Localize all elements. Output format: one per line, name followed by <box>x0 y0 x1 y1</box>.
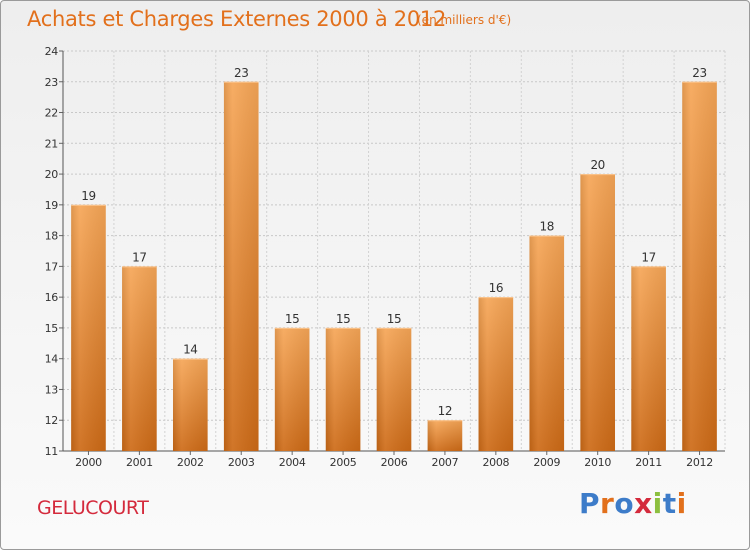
bar-value-label: 17 <box>641 250 655 264</box>
y-tick-label: 24 <box>45 45 59 58</box>
bar-value-label: 17 <box>132 250 146 264</box>
x-tick-label: 2009 <box>533 456 560 469</box>
x-tick-label: 2010 <box>584 456 611 469</box>
x-tick-label: 2004 <box>279 456 306 469</box>
bar-value-label: 14 <box>183 343 197 357</box>
bar-shade <box>223 81 259 452</box>
brand-letter: t <box>662 487 677 520</box>
bar-shade <box>172 358 208 451</box>
y-tick-label: 18 <box>45 230 59 243</box>
y-tick-label: 14 <box>45 353 59 366</box>
bars <box>71 81 717 452</box>
chart-unit: (en milliers d'€) <box>417 13 512 27</box>
bar-shade <box>122 266 157 451</box>
y-tick-label: 21 <box>45 137 58 150</box>
bar-value-label: 12 <box>438 404 452 418</box>
brand-letter: r <box>600 487 615 520</box>
x-tick-label: 2008 <box>482 456 509 469</box>
bar-shade <box>478 297 514 451</box>
data-labels: 19 17 14 23 15 15 15 12 16 18 20 17 23 <box>81 66 707 418</box>
bar-value-label: 15 <box>285 312 299 326</box>
brand-letter: x <box>634 487 653 520</box>
proxiti-logo: Proxiti <box>579 487 687 520</box>
x-tick-label: 2003 <box>228 456 255 469</box>
y-tick-label: 12 <box>45 414 58 427</box>
chart-title: Achats et Charges Externes 2000 à 2012 <box>27 7 447 31</box>
brand-letter: i <box>652 487 663 520</box>
axes: 11 12 13 14 15 16 17 18 19 20 21 22 23 24 2000 2001 2002… <box>45 45 725 469</box>
x-tick-label: 2002 <box>177 456 204 469</box>
bar-shade <box>274 327 310 451</box>
bar-value-label: 18 <box>540 220 554 234</box>
bar-shade <box>71 204 106 451</box>
y-tick-label: 22 <box>45 107 58 120</box>
x-tick-label: 2005 <box>330 456 357 469</box>
y-tick-label: 11 <box>45 445 58 458</box>
y-tick-label: 16 <box>45 291 59 304</box>
x-tick-label: 2011 <box>635 456 662 469</box>
bar-shade <box>325 327 361 451</box>
x-tick-label: 2007 <box>432 456 459 469</box>
bar-value-label: 19 <box>81 189 95 203</box>
bar-shade <box>682 81 717 452</box>
bar-value-label: 15 <box>336 312 350 326</box>
bar-shade <box>631 266 666 451</box>
y-tick-label: 15 <box>45 322 59 335</box>
brand-letter: i <box>676 487 687 520</box>
bar-value-label: 15 <box>387 312 401 326</box>
brand-letter: P <box>579 487 601 520</box>
commune-name: GELUCOURT <box>37 497 149 519</box>
x-tick-label: 2001 <box>126 456 153 469</box>
bar-shade <box>529 235 565 451</box>
bar-shade <box>427 420 463 451</box>
x-tick-label: 2006 <box>381 456 408 469</box>
y-tick-label: 23 <box>45 76 59 89</box>
bar-value-label: 23 <box>234 66 248 80</box>
bar-value-label: 20 <box>590 158 604 172</box>
x-tick-label: 2000 <box>75 456 102 469</box>
y-tick-label: 13 <box>45 383 59 396</box>
y-tick-label: 19 <box>45 199 59 212</box>
y-tick-label: 20 <box>45 168 59 181</box>
bar-value-label: 23 <box>692 66 706 80</box>
bar-shade <box>376 327 412 451</box>
bar-shade <box>580 174 616 452</box>
brand-letter: o <box>614 487 635 520</box>
x-tick-label: 2012 <box>686 456 713 469</box>
bar-value-label: 16 <box>489 281 503 295</box>
y-tick-label: 17 <box>45 260 59 273</box>
